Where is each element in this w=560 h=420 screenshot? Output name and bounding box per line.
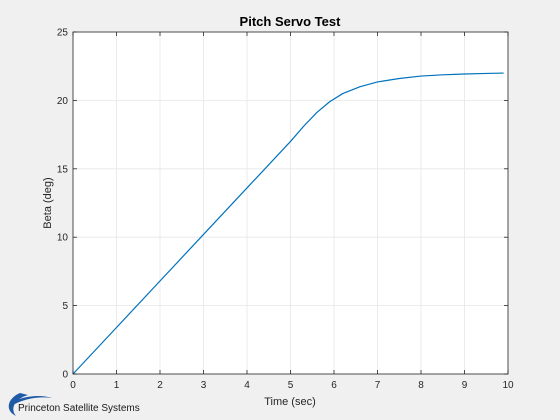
plot-axes: 0 1 2 3 4 5 6 7 8 9 10 0 5 10 15 20 25 [57,28,514,392]
plot-lines [72,72,504,375]
y-tick-label: 0 [62,370,68,381]
x-tick-label: 6 [331,380,337,391]
x-tick-label: 2 [157,380,163,391]
x-tick-label: 4 [244,380,250,391]
x-tick-label: 5 [288,380,294,391]
crescent-swoosh-logo [8,393,52,416]
x-tick-label: 9 [462,380,468,391]
x-tick-label: 8 [418,380,424,391]
y-tick-label: 5 [62,301,68,312]
y-tick-label: 15 [57,164,69,175]
branding: Princeton Satellite Systems [8,393,140,416]
y-tick-label: 25 [57,28,69,39]
y-tick-label: 20 [57,96,69,107]
y-tick-label: 10 [57,233,69,244]
series-line [72,72,504,375]
x-tick-label: 0 [70,380,76,391]
ticks: 0 1 2 3 4 5 6 7 8 9 10 0 5 10 15 20 25 [57,28,514,392]
y-axis-label: Beta (deg) [42,177,54,228]
chart-title: Pitch Servo Test [240,14,342,29]
x-tick-label: 10 [502,380,514,391]
x-tick-label: 1 [114,380,120,391]
x-tick-label: 7 [375,380,381,391]
x-tick-label: 3 [201,380,207,391]
x-axis-label: Time (sec) [264,396,316,408]
company-name: Princeton Satellite Systems [18,403,140,414]
